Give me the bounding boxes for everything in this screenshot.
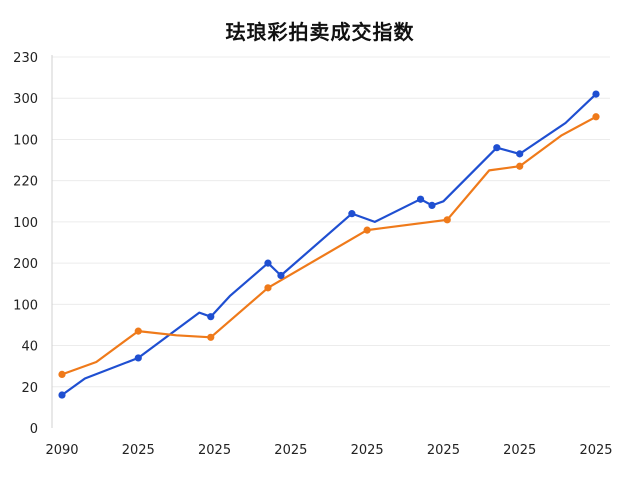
data-point bbox=[134, 327, 142, 335]
data-point bbox=[207, 333, 215, 341]
x-tick-label: 2025 bbox=[351, 443, 384, 458]
y-tick-label: 230 bbox=[13, 51, 38, 66]
grid-lines bbox=[52, 56, 610, 388]
y-tick-labels: 0 20 40 100 200 100 220 100 300 230 bbox=[13, 51, 38, 437]
data-point bbox=[493, 144, 501, 152]
x-tick-label: 2025 bbox=[579, 443, 612, 458]
y-tick-label: 20 bbox=[21, 381, 38, 396]
series-line-1 bbox=[60, 115, 598, 376]
x-tick-labels: 2090 2025 2025 2025 2025 2025 2025 2025 bbox=[45, 443, 612, 458]
x-tick-label: 2025 bbox=[198, 443, 231, 458]
data-point bbox=[264, 259, 272, 267]
y-tick-label: 100 bbox=[13, 133, 38, 148]
data-point bbox=[516, 162, 524, 170]
data-point bbox=[58, 391, 66, 399]
x-tick-label: 2090 bbox=[45, 443, 78, 458]
y-tick-label: 200 bbox=[13, 257, 38, 272]
y-tick-label: 40 bbox=[21, 340, 38, 355]
data-point bbox=[134, 354, 142, 362]
data-point bbox=[516, 150, 524, 158]
x-tick-label: 2025 bbox=[122, 443, 155, 458]
data-point bbox=[348, 210, 356, 218]
data-point bbox=[416, 195, 425, 203]
data-point bbox=[592, 113, 600, 121]
data-point bbox=[592, 90, 600, 98]
data-point bbox=[58, 370, 66, 379]
series-markers bbox=[58, 90, 600, 399]
data-point bbox=[277, 271, 285, 280]
chart-title: 珐琅彩拍卖成交指数 bbox=[225, 20, 415, 44]
x-tick-label: 2025 bbox=[274, 443, 307, 458]
y-tick-label: 220 bbox=[13, 175, 38, 190]
x-tick-label: 2025 bbox=[503, 443, 536, 458]
data-point bbox=[264, 284, 272, 292]
data-point bbox=[363, 226, 371, 234]
y-tick-label: 0 bbox=[30, 422, 38, 437]
data-point bbox=[428, 201, 436, 209]
x-tick-label: 2025 bbox=[427, 443, 460, 458]
data-point bbox=[207, 313, 215, 321]
y-tick-label: 100 bbox=[13, 298, 38, 313]
y-tick-label: 300 bbox=[13, 92, 38, 107]
data-point bbox=[443, 216, 451, 224]
y-tick-label: 100 bbox=[13, 216, 38, 231]
